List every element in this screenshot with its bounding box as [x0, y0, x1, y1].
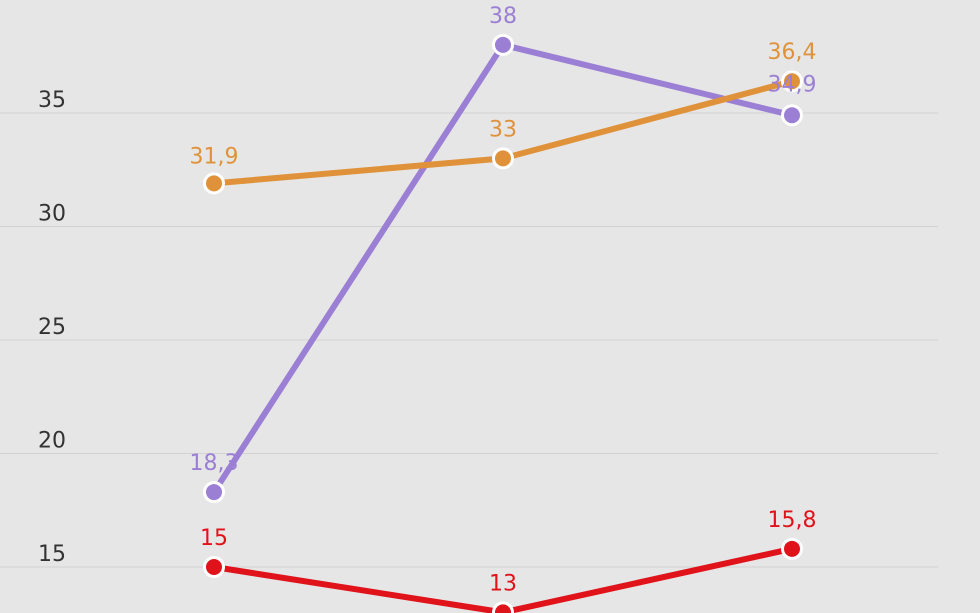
data-label-s1-2: 38	[489, 4, 517, 29]
data-label-s1-1: 18,3	[190, 451, 239, 476]
y-tick-label-20: 20	[38, 429, 66, 454]
series-line-1	[211, 41, 795, 496]
data-label-s3-3: 15,8	[768, 508, 817, 533]
data-label-s3-2: 13	[489, 571, 517, 596]
data-label-s1-3: 34,9	[768, 72, 817, 97]
data-point-s2-1	[203, 172, 225, 195]
data-point-s3-1	[203, 556, 225, 578]
data-label-s2-3: 36,4	[768, 40, 817, 65]
y-tick-label-30: 30	[38, 202, 66, 227]
grid-lines	[0, 112, 938, 568]
data-point-s3-3	[781, 537, 803, 560]
y-tick-label-15: 15	[38, 542, 66, 567]
data-point-s3-2	[492, 601, 514, 613]
data-point-s2-2	[492, 147, 514, 170]
data-labels: 18,3 38 34,9 31,9 33 36,4 15 13 15,8	[190, 4, 817, 597]
data-label-s2-2: 33	[489, 117, 517, 142]
y-axis-ticks: 15 20 25 30 35	[38, 88, 66, 567]
y-tick-label-35: 35	[38, 88, 66, 113]
data-point-s2-3	[781, 70, 803, 93]
data-point-s1-2	[492, 33, 514, 56]
data-label-s2-1: 31,9	[190, 144, 239, 169]
y-tick-label-25: 25	[38, 315, 66, 340]
data-points	[203, 33, 803, 613]
data-label-s3-1: 15	[200, 526, 228, 551]
data-point-s1-3	[781, 104, 803, 127]
data-point-s1-1	[203, 481, 225, 504]
